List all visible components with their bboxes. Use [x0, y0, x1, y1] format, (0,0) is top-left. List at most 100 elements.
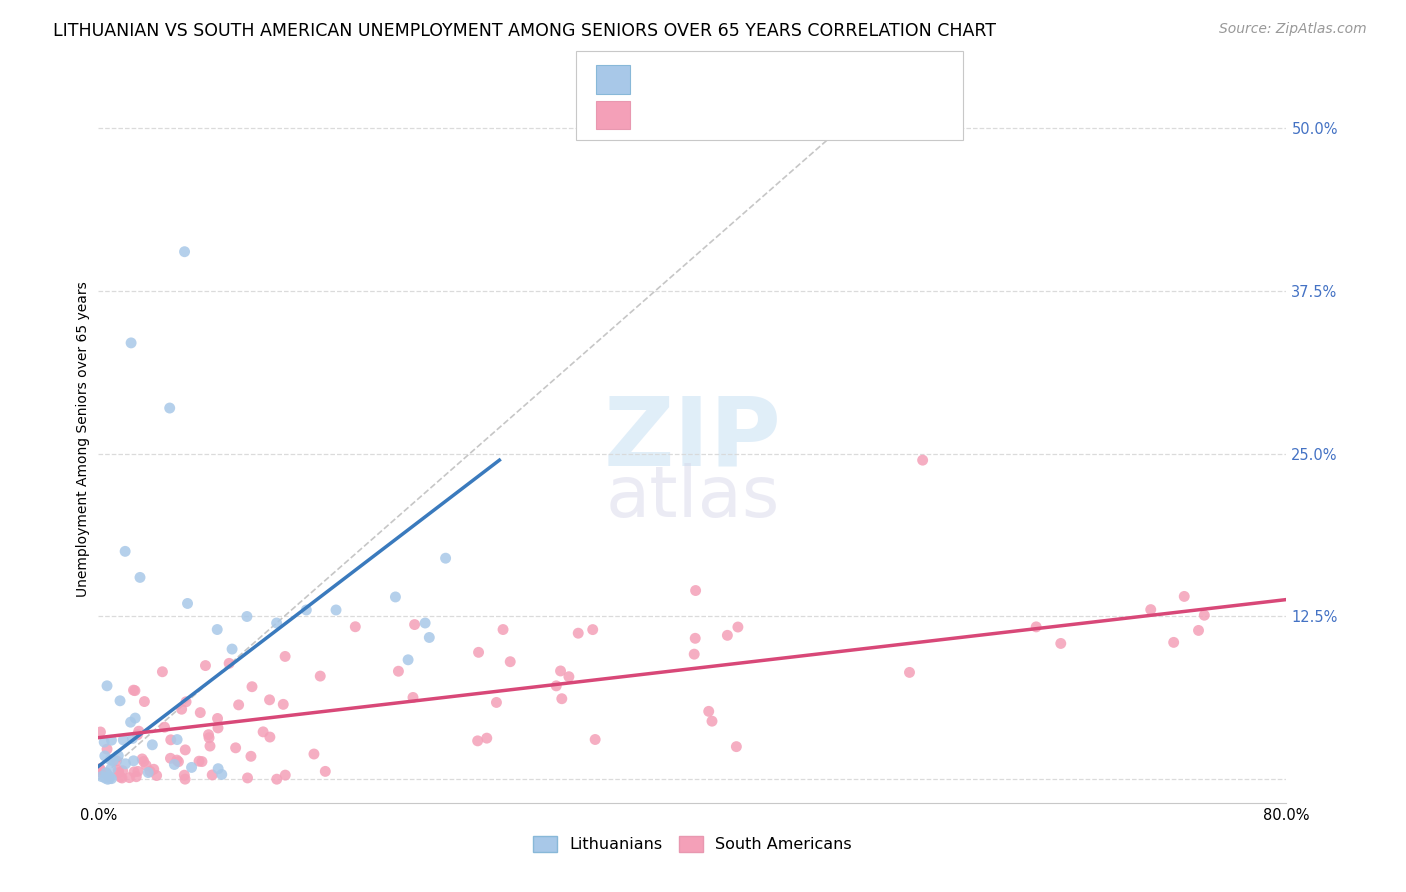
Point	[198, 739, 221, 753]
Point	[114, 544, 136, 558]
Point	[170, 702, 193, 716]
Point	[120, 715, 142, 730]
Point	[111, 771, 134, 785]
Text: 100: 100	[841, 106, 879, 124]
Point	[413, 615, 436, 630]
Point	[1194, 608, 1216, 623]
Point	[128, 724, 150, 739]
Point	[207, 721, 229, 735]
Point	[683, 647, 706, 661]
Point	[467, 645, 489, 659]
Point	[211, 767, 233, 781]
Point	[225, 740, 247, 755]
Point	[139, 764, 162, 779]
Point	[166, 732, 188, 747]
Point	[725, 739, 748, 754]
Point	[1139, 602, 1161, 616]
Point	[89, 725, 111, 739]
Point	[259, 730, 281, 744]
Point	[551, 691, 574, 706]
Point	[384, 590, 406, 604]
Point	[418, 631, 440, 645]
Point	[136, 765, 159, 780]
Point	[97, 772, 120, 787]
Point	[228, 698, 250, 712]
Point	[240, 680, 263, 694]
Point	[163, 757, 186, 772]
Point	[207, 762, 229, 776]
Point	[302, 747, 325, 761]
Point	[188, 706, 211, 720]
Point	[492, 623, 515, 637]
Point	[344, 620, 367, 634]
Point	[583, 732, 606, 747]
Point	[125, 770, 148, 784]
Point	[100, 772, 122, 786]
Point	[207, 711, 229, 725]
Point	[218, 657, 240, 671]
Point	[434, 551, 457, 566]
Point	[94, 766, 117, 780]
Point	[191, 755, 214, 769]
Point	[105, 754, 128, 768]
Point	[266, 772, 288, 787]
Point	[107, 763, 129, 777]
Point	[567, 626, 589, 640]
Point	[194, 658, 217, 673]
Point	[396, 653, 419, 667]
Point	[142, 762, 165, 776]
Point	[197, 728, 219, 742]
Text: Source: ZipAtlas.com: Source: ZipAtlas.com	[1219, 22, 1367, 37]
Point	[89, 762, 111, 776]
Point	[101, 754, 124, 768]
Point	[1187, 624, 1209, 638]
Point	[120, 335, 142, 350]
Point	[134, 694, 156, 708]
Point	[96, 679, 118, 693]
Point	[309, 669, 332, 683]
Text: N =: N =	[792, 106, 825, 124]
Point	[174, 743, 197, 757]
Point	[122, 683, 145, 698]
Point	[96, 768, 118, 782]
Point	[153, 720, 176, 734]
Point	[132, 755, 155, 769]
Point	[98, 772, 121, 786]
Point	[683, 632, 706, 646]
Point	[135, 758, 157, 772]
Point	[295, 603, 318, 617]
Point	[274, 649, 297, 664]
Point	[911, 453, 934, 467]
Point	[174, 695, 197, 709]
Point	[1163, 635, 1185, 649]
Point	[94, 748, 117, 763]
Point	[198, 731, 221, 745]
Point	[558, 670, 581, 684]
Point	[239, 749, 262, 764]
Point	[159, 751, 181, 765]
Point	[499, 655, 522, 669]
Point	[94, 771, 117, 785]
Point	[141, 738, 163, 752]
Point	[697, 704, 720, 718]
Point	[582, 623, 605, 637]
Point	[159, 732, 181, 747]
Point	[898, 665, 921, 680]
Point	[96, 742, 118, 756]
Point	[546, 679, 568, 693]
Point	[173, 768, 195, 782]
Point	[221, 642, 243, 657]
Point	[89, 762, 111, 776]
Point	[325, 603, 347, 617]
Point	[94, 770, 117, 784]
Point	[259, 693, 281, 707]
Point	[314, 764, 336, 779]
Legend: Lithuanians, South Americans: Lithuanians, South Americans	[524, 828, 860, 860]
Point	[1049, 636, 1071, 650]
Point	[387, 665, 409, 679]
Point	[700, 714, 723, 728]
Point	[108, 694, 131, 708]
Point	[124, 683, 146, 698]
Text: LITHUANIAN VS SOUTH AMERICAN UNEMPLOYMENT AMONG SENIORS OVER 65 YEARS CORRELATIO: LITHUANIAN VS SOUTH AMERICAN UNEMPLOYMEN…	[53, 22, 997, 40]
Point	[112, 733, 135, 747]
